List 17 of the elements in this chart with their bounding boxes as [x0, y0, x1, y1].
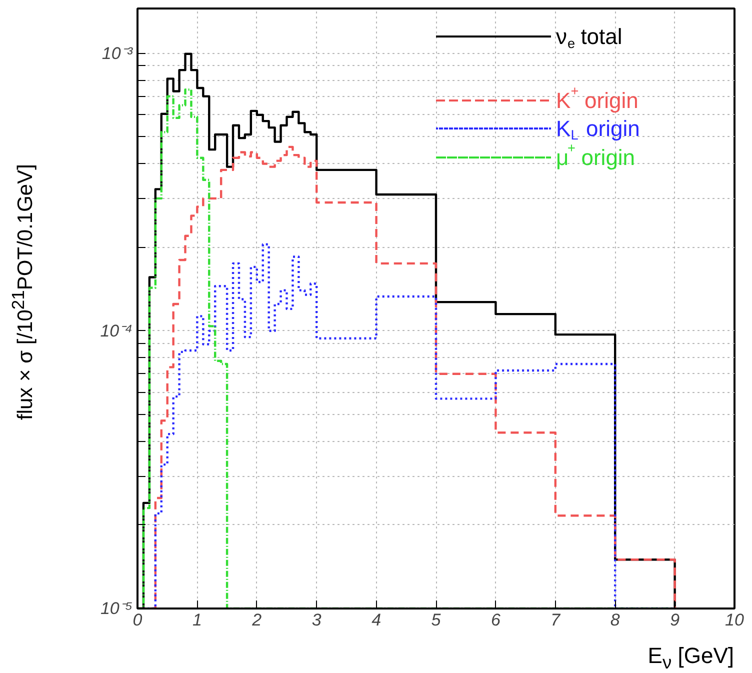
- y-tick-label: 10⁻⁴: [100, 321, 133, 340]
- text: K+ origin: [556, 84, 638, 113]
- x-tick-label: 10: [725, 610, 744, 630]
- x-tick-label: 4: [372, 610, 382, 630]
- text: μ+ origin: [556, 140, 636, 170]
- x-tick-label: 7: [550, 610, 561, 630]
- x-tick-label: 6: [490, 610, 501, 630]
- y-tick-label: 10⁻⁵: [100, 599, 133, 618]
- x-tick-label: 8: [610, 610, 620, 630]
- x-axis-title: E$_{ν}$ [GeV]: [648, 642, 734, 673]
- x-tick-label: 2: [251, 610, 262, 630]
- y-tick-label: 10⁻³: [102, 44, 134, 63]
- x-tick-label: 0: [132, 610, 143, 630]
- x-tick-label: 3: [312, 610, 322, 630]
- x-tick-label: 5: [431, 610, 442, 630]
- x-tick-label: 9: [670, 610, 680, 630]
- x-tick-label: 1: [192, 610, 202, 630]
